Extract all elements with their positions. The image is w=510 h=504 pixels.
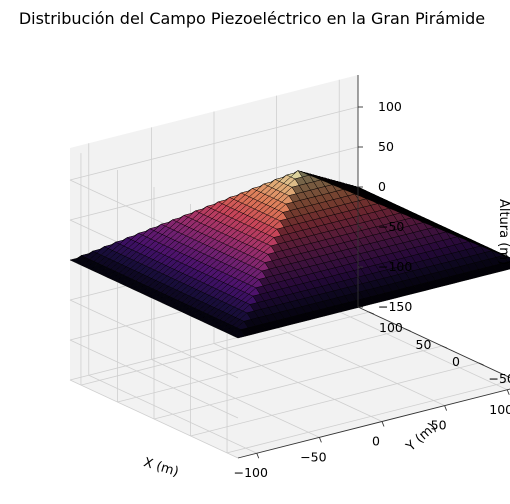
gridline-floor-y	[226, 380, 510, 454]
surface-facet	[502, 255, 510, 263]
tick-labels: −100−50050100−100−50050100−150−100−50050…	[234, 99, 510, 480]
gridline-left-z	[69, 299, 239, 379]
z-tick-label: −150	[378, 299, 412, 314]
z-tick-label: −100	[378, 259, 412, 274]
z-tick-label: 100	[378, 99, 402, 114]
x-tick-mark	[444, 405, 448, 411]
gridline-left-z	[69, 339, 239, 419]
surface-plot	[69, 170, 510, 339]
y-tick-mark	[405, 328, 411, 332]
z-tick-label: 50	[378, 139, 394, 154]
x-tick-label: 0	[372, 434, 380, 449]
gridline-back-z	[69, 106, 359, 181]
gridline-floor-y	[80, 311, 370, 386]
gridline-floor-y	[117, 328, 406, 403]
gridline-back-z	[69, 146, 359, 221]
z-axis-label: Altura (m)	[496, 199, 510, 265]
gridline-floor-y	[153, 345, 443, 420]
x-tick-label: 100	[489, 402, 510, 417]
gridline-left-z	[69, 379, 239, 459]
x-tick-mark	[256, 453, 260, 459]
x-tick-label: 50	[431, 418, 447, 433]
x-tick-mark	[318, 437, 322, 443]
surface-facet	[507, 261, 510, 267]
x-tick-mark	[381, 421, 385, 427]
x-tick-label: −50	[300, 449, 326, 464]
y-tick-label: 100	[379, 320, 403, 335]
y-tick-label: 0	[452, 354, 460, 369]
z-tick-label: 0	[378, 179, 386, 194]
y-tick-label: −50	[489, 371, 510, 386]
gridline-floor-y	[190, 362, 479, 437]
x-tick-label: −100	[234, 465, 268, 480]
y-tick-mark	[441, 345, 448, 349]
axis-lines	[237, 75, 510, 459]
z-tick-label: −50	[378, 219, 404, 234]
chart-title: Distribución del Campo Piezoeléctrico en…	[19, 9, 485, 28]
y-tick-mark	[368, 311, 375, 315]
y-tick-mark	[478, 362, 484, 366]
x-tick-mark	[506, 389, 510, 395]
y-tick-label: 50	[416, 337, 432, 352]
